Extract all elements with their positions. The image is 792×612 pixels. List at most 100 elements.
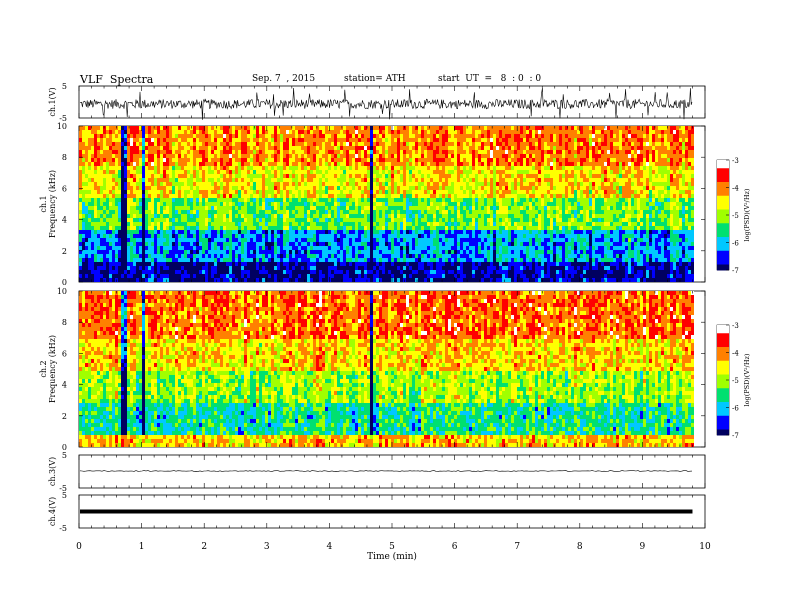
spectrogram-cell [268,202,271,206]
spectrogram-cell [349,190,352,194]
spectrogram-cell [352,226,355,230]
spectrogram-cell [214,170,217,174]
spectrogram-cell [127,274,130,278]
spectrogram-cell [199,130,202,134]
spectrogram-cell [82,222,85,226]
spectrogram-cell [319,226,322,230]
spectrogram-cell [157,142,160,146]
spectrogram-cell [436,158,439,162]
spectrogram-cell [283,254,286,258]
spectrogram-cell [271,266,274,270]
spectrogram-cell [136,158,139,162]
spectrogram-cell [199,174,202,178]
spectrogram-cell [340,214,343,218]
spectrogram-cell [352,142,355,146]
spectrogram-cell [400,250,403,254]
spectrogram-cell [319,222,322,226]
spectrogram-cell [409,142,412,146]
spectrogram-cell [154,142,157,146]
spectrogram-cell [202,146,205,150]
spectrogram-cell [397,178,400,182]
spectrogram-cell [79,186,82,190]
spectrogram-cell [163,238,166,242]
spectrogram-cell [454,238,457,242]
spectrogram-cell [247,254,250,258]
spectrogram-cell [289,262,292,266]
spectrogram-cell [415,274,418,278]
spectrogram-cell [190,138,193,142]
spectrogram-cell [151,266,154,270]
spectrogram-cell [424,218,427,222]
spectrogram-cell [196,126,199,130]
spectrogram-cell [253,170,256,174]
spectrogram-cell [220,218,223,222]
spectrogram-cell [454,206,457,210]
spectrogram-cell [265,130,268,134]
spectrogram-cell [367,206,370,210]
spectrogram-cell [283,186,286,190]
spectrogram-cell [445,158,448,162]
spectrogram-cell [436,186,439,190]
spectrogram-cell [352,198,355,202]
spectrogram-cell [349,202,352,206]
spectrogram-cell [121,218,124,222]
spectrogram-cell [322,238,325,242]
spectrogram-cell [295,126,298,130]
spectrogram-cell [259,242,262,246]
spectrogram-cell [328,146,331,150]
spectrogram-cell [82,174,85,178]
spectrogram-cell [322,170,325,174]
spectrogram-cell [187,166,190,170]
spectrogram-cell [352,162,355,166]
spectrogram-cell [97,234,100,238]
spectrogram-cell [214,186,217,190]
spectrogram-cell [244,258,247,262]
spectrogram-cell [460,222,463,226]
spectrogram-cell [334,254,337,258]
spectrogram-cell [169,130,172,134]
spectrogram-cell [364,250,367,254]
spectrogram-cell [460,190,463,194]
spectrogram-cell [112,262,115,266]
spectrogram-cell [274,186,277,190]
spectrogram-cell [433,222,436,226]
spectrogram-cell [280,234,283,238]
spectrogram-cell [187,198,190,202]
spectrogram-cell [124,150,127,154]
spectrogram-cell [118,146,121,150]
spectrogram-cell [214,218,217,222]
spectrogram-cell [451,278,454,282]
spectrogram-cell [250,198,253,202]
spectrogram-cell [307,174,310,178]
spectrogram-cell [313,190,316,194]
spectrogram-cell [190,242,193,246]
spectrogram-cell [97,238,100,242]
spectrogram-cell [166,222,169,226]
spectrogram-cell [160,258,163,262]
spectrogram-cell [334,166,337,170]
spectrogram-cell [211,174,214,178]
spectrogram-cell [457,162,460,166]
spectrogram-cell [298,278,301,282]
spectrogram-cell [313,170,316,174]
spectrogram-cell [295,158,298,162]
spectrogram-cell [334,218,337,222]
spectrogram-cell [127,186,130,190]
spectrogram-cell [241,178,244,182]
spectrogram-cell [388,218,391,222]
spectrogram-cell [283,206,286,210]
spectrogram-cell [361,158,364,162]
spectrogram-cell [226,218,229,222]
spectrogram-cell [373,278,376,282]
spectrogram-cell [436,210,439,214]
spectrogram-cell [448,166,451,170]
spectrogram-cell [211,202,214,206]
spectrogram-cell [418,158,421,162]
spectrogram-cell [421,258,424,262]
spectrogram-cell [184,150,187,154]
spectrogram-cell [385,166,388,170]
spectrogram-cell [433,198,436,202]
spectrogram-cell [166,174,169,178]
spectrogram-cell [262,146,265,150]
spectrogram-cell [361,266,364,270]
